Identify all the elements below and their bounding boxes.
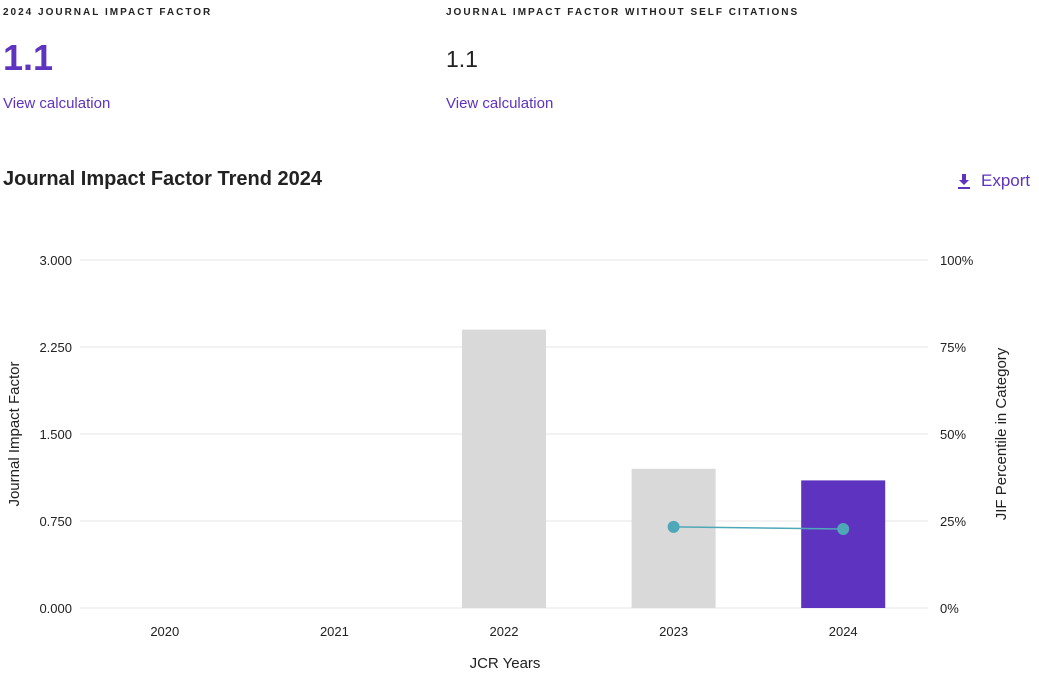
y2-tick-label: 50% — [940, 427, 966, 442]
view-calculation-link[interactable]: View calculation — [446, 95, 554, 112]
section-title: Journal Impact Factor Trend 2024 — [3, 168, 322, 190]
y-tick-label: 3.000 — [39, 253, 72, 268]
metric-value: 1.1 — [3, 37, 54, 78]
percentile-point-2023 — [667, 520, 680, 533]
x-axis-label: JCR Years — [470, 655, 541, 672]
x-tick-label: 2022 — [490, 624, 519, 639]
x-tick-label: 2024 — [829, 624, 858, 639]
bar-2022 — [462, 329, 546, 608]
y2-tick-label: 100% — [940, 253, 974, 268]
view-calculation-link[interactable]: View calculation — [3, 95, 111, 112]
metric-value: 1.1 — [446, 46, 478, 72]
x-tick-label: 2023 — [659, 624, 688, 639]
percentile-point-2024 — [837, 523, 850, 536]
y-tick-label: 0.000 — [39, 601, 72, 616]
bar-2024 — [801, 480, 886, 608]
export-label: Export — [981, 171, 1031, 190]
y-tick-label: 0.750 — [39, 514, 72, 529]
y2-tick-label: 25% — [940, 514, 966, 529]
y-axis-label: Journal Impact Factor — [6, 361, 23, 506]
export-button[interactable]: Export — [957, 171, 1030, 191]
x-tick-label: 2021 — [320, 624, 349, 639]
metric-label: 2024 JOURNAL IMPACT FACTOR — [3, 7, 213, 18]
metric-label: JOURNAL IMPACT FACTOR WITHOUT SELF CITAT… — [446, 7, 800, 18]
x-tick-label: 2020 — [150, 624, 179, 639]
y-tick-label: 2.250 — [39, 340, 72, 355]
y2-axis-label: JIF Percentile in Category — [993, 347, 1010, 520]
y2-tick-label: 0% — [940, 601, 959, 616]
y2-tick-label: 75% — [940, 340, 966, 355]
percentile-line — [673, 526, 844, 530]
download-icon — [958, 174, 970, 189]
bar-2023 — [631, 468, 716, 608]
y-tick-label: 1.500 — [39, 427, 72, 442]
